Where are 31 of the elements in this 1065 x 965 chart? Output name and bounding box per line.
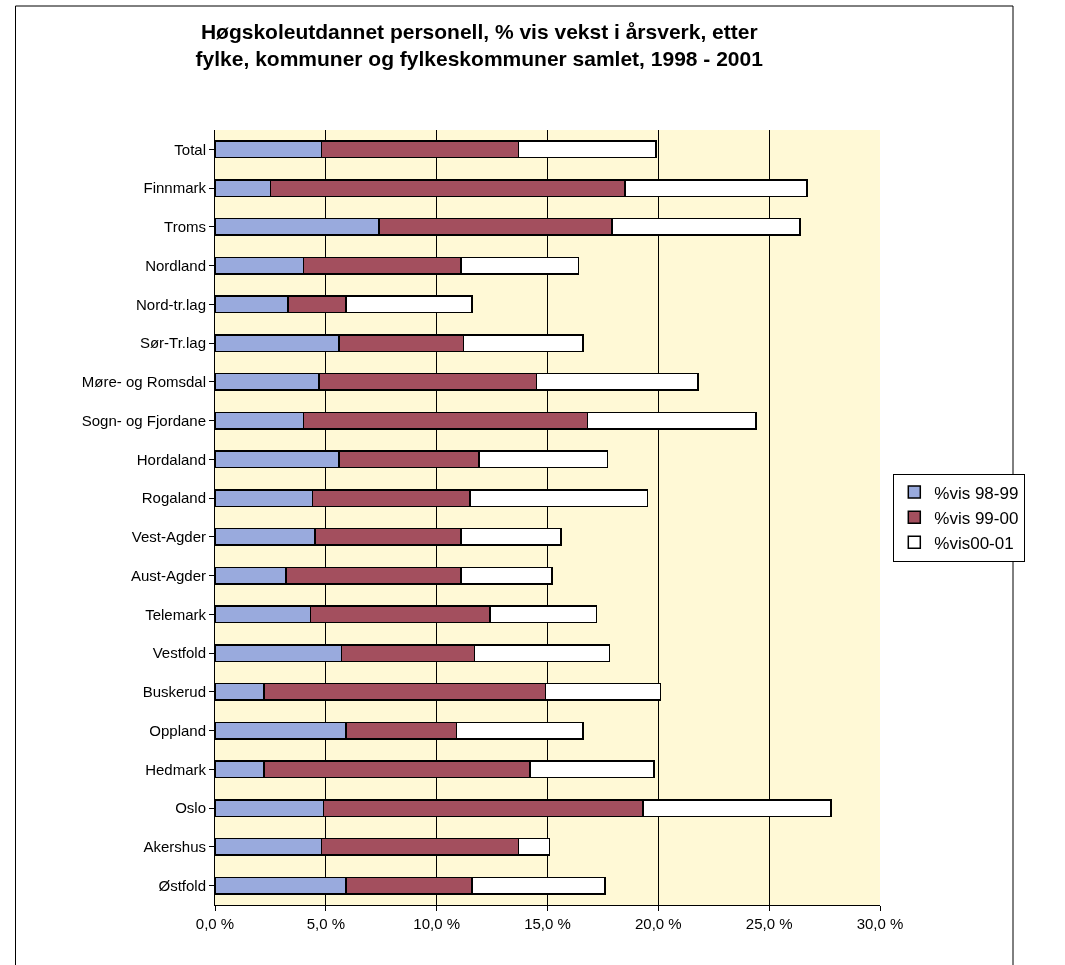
y-tick-label: Hedmark (145, 760, 207, 778)
y-tick-label: Sogn- og Fjordane (81, 411, 206, 429)
y-tick-label: Nord-tr.lag (135, 295, 206, 313)
legend-label: %vis 99-00 (934, 508, 1019, 528)
y-tick-label: Møre- og Romsdal (81, 373, 206, 391)
y-tick-label: Oslo (175, 799, 206, 817)
x-tick-label: 5,0 % (306, 915, 346, 932)
x-tick-label: 20,0 % (634, 915, 682, 932)
y-tick-label: Vestfold (152, 644, 206, 662)
y-tick-label: Sør-Tr.lag (139, 334, 206, 352)
x-tick-label: 25,0 % (745, 915, 793, 932)
y-tick-label: Buskerud (142, 683, 206, 701)
y-tick-label: Total (174, 140, 206, 158)
legend-label: %vis00-01 (934, 533, 1014, 553)
x-tick-label: 10,0 % (413, 915, 461, 932)
y-tick-label: Aust-Agder (130, 566, 206, 584)
y-tick-label: Rogaland (141, 489, 206, 507)
y-tick-label: Nordland (145, 256, 206, 274)
y-tick-label: Finnmark (143, 179, 207, 197)
y-tick-label: Troms (164, 218, 206, 236)
y-tick-label: Akershus (143, 838, 206, 856)
y-tick-label: Telemark (145, 605, 207, 623)
y-tick-label: Østfold (158, 876, 206, 894)
x-tick-label: 0,0 % (195, 915, 235, 932)
y-tick-label: Vest-Agder (131, 528, 206, 546)
y-tick-label: Oppland (149, 721, 206, 739)
x-tick-label: 30,0 % (856, 915, 904, 932)
chart-title: Høgskoleutdannet personell, % vis vekst i årsverk, etter fylke, kommuner og fylkeskommuner samlet, 1998 - 2001 (195, 19, 764, 70)
x-tick-label: 15,0 % (524, 915, 571, 932)
y-tick-label: Hordaland (136, 450, 206, 468)
legend-label: %vis 98-99 (934, 483, 1019, 503)
